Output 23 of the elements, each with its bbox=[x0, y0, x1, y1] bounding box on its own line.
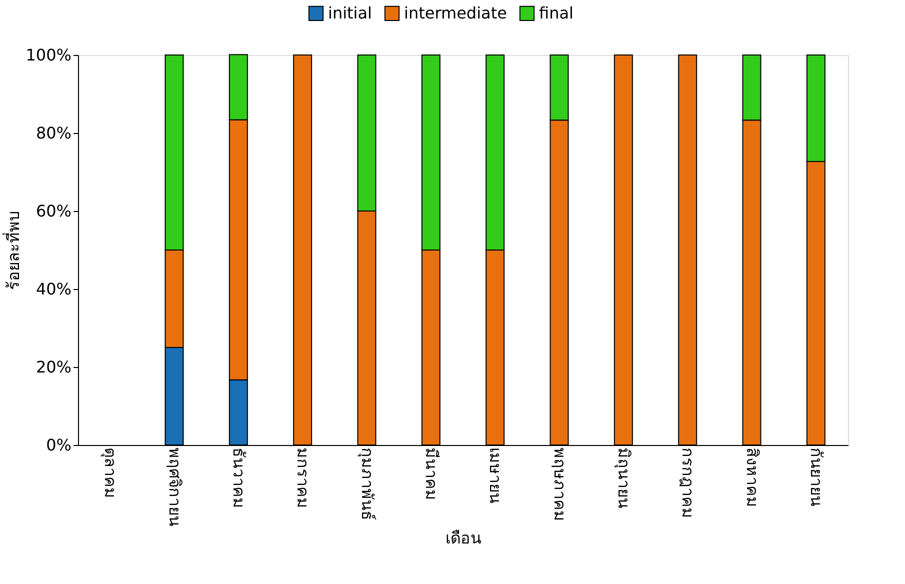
y-tick-label: 40% bbox=[36, 280, 72, 298]
legend-label: final bbox=[539, 3, 574, 22]
y-tick-label: 80% bbox=[36, 124, 72, 142]
y-tick-label: 60% bbox=[36, 202, 72, 220]
x-tick-label: มกราคม bbox=[294, 448, 313, 508]
legend-label: initial bbox=[328, 3, 372, 22]
x-tick-label: สิงหาคม bbox=[742, 448, 762, 508]
x-tick-label: กุมภาพันธ์ bbox=[356, 448, 377, 520]
x-tick-label: พฤศจิกายน bbox=[165, 448, 184, 526]
y-axis-title: ร้อยละที่พบ bbox=[2, 211, 23, 290]
y-tick-label: 0% bbox=[46, 436, 72, 454]
x-tick-label: มีนาคม bbox=[422, 448, 441, 500]
x-tick-label: พฤษภาคม bbox=[550, 448, 570, 522]
x-tick-label: เมษายน bbox=[486, 448, 506, 504]
x-axis-title: เดือน bbox=[446, 528, 482, 548]
legend-label: intermediate bbox=[404, 3, 507, 22]
x-tick-label: มิถุนายน bbox=[613, 448, 634, 508]
x-tick-label: ตุลาคม bbox=[100, 448, 120, 498]
x-tick-label: ธันวาคม bbox=[229, 448, 248, 508]
x-tick-label: กรกฎาคม bbox=[678, 448, 698, 518]
x-tick-label: กันยายน bbox=[806, 448, 826, 506]
y-tick-label: 20% bbox=[36, 358, 72, 376]
y-tick-label: 100% bbox=[26, 46, 72, 64]
